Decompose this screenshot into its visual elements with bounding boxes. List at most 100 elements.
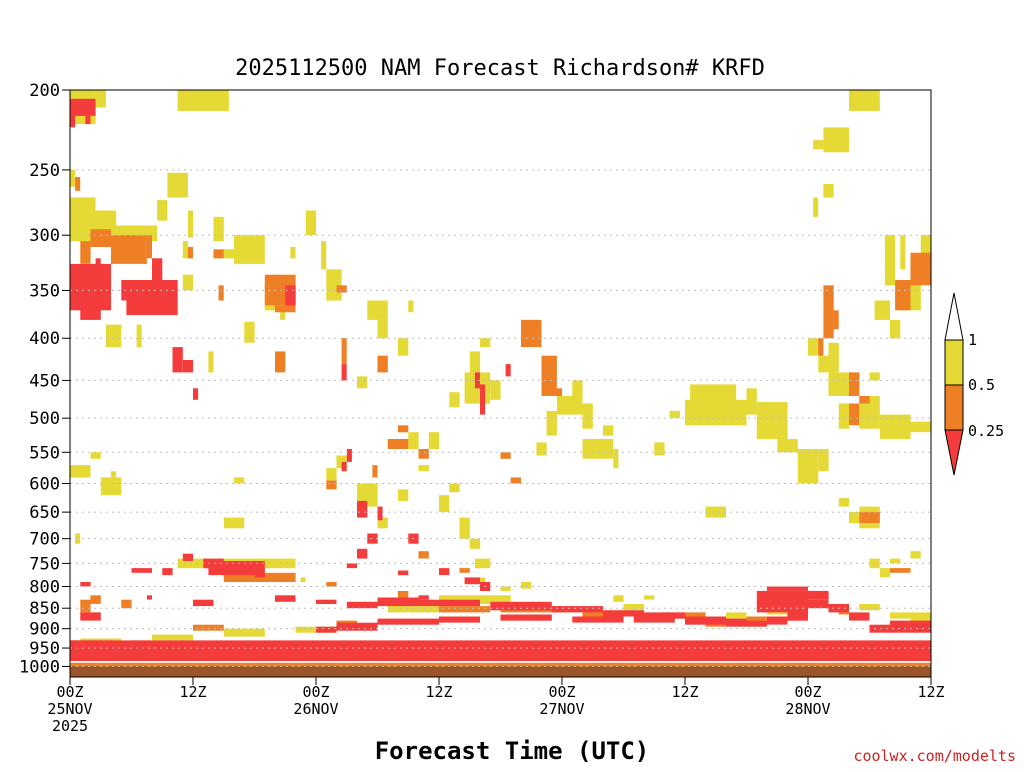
ri-cell (70, 110, 76, 128)
ri-cell (341, 364, 347, 381)
ri-cell (357, 500, 368, 518)
x-tick-label: 12Z (917, 683, 944, 701)
y-tick-label: 400 (29, 329, 60, 349)
y-tick-label: 850 (29, 599, 60, 619)
ri-cell (398, 489, 409, 501)
ri-cell (75, 177, 81, 191)
ri-cell (464, 577, 480, 585)
ri-cell (890, 558, 901, 564)
ri-cell (690, 384, 737, 404)
ri-cell (756, 402, 788, 440)
ri-cell (111, 471, 117, 478)
ri-cell (428, 432, 440, 449)
x-tick-label: 27NOV (539, 700, 584, 718)
ri-cell (931, 633, 936, 639)
ground-fill (70, 664, 931, 677)
ri-cell (879, 568, 891, 578)
ri-cell (177, 90, 229, 111)
ri-cell (336, 285, 347, 293)
ri-cell (408, 300, 414, 313)
ri-cell (377, 517, 388, 529)
ri-cell (797, 590, 829, 600)
ri-cell (336, 455, 347, 469)
ri-cell (346, 601, 378, 609)
ri-cell (223, 517, 245, 529)
ri-cell (182, 241, 188, 259)
ri-cell (823, 285, 834, 339)
ri-cell (187, 210, 193, 238)
y-tick-label: 1000 (19, 657, 60, 677)
ri-cell (813, 197, 819, 217)
x-tick-label: 28NOV (785, 700, 830, 718)
ri-cell (500, 614, 552, 621)
ri-cell (931, 258, 936, 280)
series-0 (70, 90, 931, 643)
ri-cell (213, 249, 224, 259)
ri-cell (685, 618, 747, 625)
ri-cell (474, 558, 491, 569)
ri-cell (644, 595, 655, 600)
ri-cell (746, 616, 778, 623)
ri-cell (521, 582, 532, 589)
ri-cell (767, 616, 788, 625)
ri-cell (80, 599, 91, 613)
ri-cell (633, 616, 675, 623)
ri-cell (146, 235, 152, 259)
ri-cell (234, 477, 245, 484)
ri-cell (280, 305, 286, 320)
ri-cell (910, 421, 931, 433)
ri-cell (931, 627, 936, 631)
x-tick-label: 00Z (56, 683, 83, 701)
ri-cell (305, 210, 317, 236)
ri-cell (910, 252, 931, 286)
ri-cell (95, 258, 101, 270)
colorbar-label: 1 (968, 331, 977, 349)
ri-cell (367, 300, 388, 320)
ri-cell (849, 403, 860, 426)
ri-cell (500, 586, 511, 591)
ri-cell (669, 410, 680, 419)
ri-cell (572, 380, 583, 396)
ri-cell (510, 477, 521, 484)
ri-cell (70, 648, 91, 654)
ri-cell (849, 90, 880, 111)
ri-cell (346, 449, 352, 462)
ri-cell (111, 642, 152, 648)
ri-cell (459, 517, 470, 539)
ri-cell (603, 610, 644, 617)
ri-cell (90, 595, 101, 604)
ri-cell (480, 384, 486, 415)
ri-cell (505, 364, 511, 377)
ri-cell (408, 432, 419, 449)
ri-cell (449, 392, 460, 408)
ri-cell (357, 483, 378, 507)
colorbar-segment-0.5-1 (944, 339, 964, 386)
ri-cell (223, 249, 235, 259)
ri-cell (890, 568, 911, 573)
ri-cell (746, 388, 757, 415)
ri-cell (357, 376, 368, 389)
ri-cell (613, 595, 624, 602)
ri-cell (490, 380, 501, 400)
ri-cell (131, 568, 152, 573)
ri-cell (90, 452, 101, 459)
y-tick-label: 300 (29, 226, 60, 246)
ri-cell (613, 449, 619, 469)
x-tick-label: 12Z (425, 683, 452, 701)
ri-cell (439, 495, 450, 513)
x-tick-label: 12Z (671, 683, 698, 701)
x-tick-label: 00Z (302, 683, 329, 701)
ri-cell (193, 624, 224, 631)
ri-cell (408, 606, 440, 613)
ri-cell (326, 480, 337, 490)
ri-cell (208, 351, 214, 373)
colorbar-segment-0.25-0.5 (944, 384, 964, 431)
y-tick-label: 650 (29, 503, 60, 523)
ri-cell (797, 449, 819, 484)
ri-cell (208, 561, 265, 576)
ri-cell (193, 388, 199, 400)
ri-cell (418, 595, 429, 600)
ri-cell (341, 338, 347, 365)
ri-cell (254, 568, 265, 578)
